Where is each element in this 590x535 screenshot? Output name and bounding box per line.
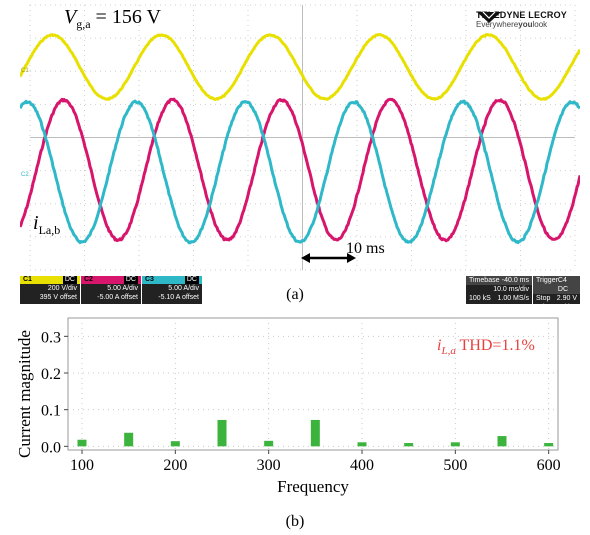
- trigger-row-2: Edge Positive: [533, 303, 580, 312]
- channel-c1-head: C1 DC: [20, 276, 80, 284]
- harmonic-bar: [450, 442, 460, 447]
- channel-c1-box[interactable]: C1 DC 200 V/div 395 V offset: [20, 276, 80, 304]
- caption-a: (a): [286, 286, 304, 303]
- logo-name: TELEDYNE LECROY: [476, 10, 568, 20]
- scope-plot: C1 C2: [20, 0, 580, 273]
- channel-c3-coupling: DC: [184, 276, 199, 284]
- y-tick-label: 0.0: [41, 439, 61, 456]
- time-scale-arrow-left-icon: [301, 253, 310, 263]
- timebase-head-value: -40.0 ms: [501, 277, 529, 284]
- channel-c1-scale: 200 V/div: [47, 285, 77, 292]
- thd-annotation-main: i: [437, 337, 441, 354]
- harmonic-bar: [310, 419, 320, 447]
- spectrum-panel: 100 200 300 400 500 600 0.0 0.1 0.2 0.3 Frequency C…: [0, 310, 590, 510]
- channel-c3-offset: -5.10 A offset: [158, 294, 199, 301]
- trigger-type: Edge: [536, 304, 553, 311]
- current-label-sub: La,b: [38, 223, 61, 237]
- logo-mark-icon: [477, 11, 501, 23]
- trigger-coupling: DC: [557, 286, 569, 293]
- thd-annotation-sub: L,a: [440, 345, 456, 357]
- x-tick-label: 300: [257, 457, 281, 474]
- channel-c1-name: C1: [23, 276, 32, 283]
- channel-c2-box[interactable]: C2 DC 5.00 A/div -5.00 A offset: [81, 276, 141, 304]
- channel-c3-head: C3 DC: [142, 276, 202, 284]
- c1-level-marker: C1: [21, 68, 29, 74]
- time-scale-arrow-right-icon: [347, 253, 356, 263]
- timebase-box[interactable]: Timebase -40.0 ms 10.0 ms/div 100 kS 1.00 …: [466, 276, 532, 304]
- thd-annotation-value: THD=1.1%: [456, 337, 535, 354]
- channel-c2-coupling: DC: [123, 276, 138, 284]
- teledyne-lecroy-logo: TELEDYNE LECROY Everywhereyoulook: [476, 10, 567, 29]
- trigger-mode: Stop: [536, 295, 551, 302]
- trigger-box[interactable]: Trigger C4 DC Stop 2.90 V Edge Positive: [533, 276, 580, 311]
- harmonic-bar: [170, 441, 180, 447]
- channel-readout-bar: C1 DC 200 V/div 395 V offset C2 DC 5.00 A/…: [20, 276, 580, 311]
- trigger-head-label: Trigger: [536, 277, 558, 284]
- voltage-label-sub: g,a: [76, 17, 91, 31]
- trigger-level: 2.90 V: [556, 295, 577, 302]
- harmonic-bar: [124, 432, 134, 447]
- harmonic-bar: [544, 443, 554, 447]
- logo-tagline-a: Everywhere: [476, 20, 519, 29]
- timebase-head-label: Timebase: [469, 277, 500, 284]
- time-scale-label: 10 ms: [346, 240, 385, 257]
- x-tick-label: 200: [163, 457, 187, 474]
- c2-level-marker: C2: [21, 172, 29, 178]
- x-tick-label: 600: [537, 457, 561, 474]
- channel-c3-scale: 5.00 A/div: [168, 285, 199, 292]
- voltage-label-value: = 156 V: [90, 6, 161, 28]
- thd-annotation: iL,a THD=1.1%: [437, 337, 535, 357]
- channel-c1-offset: 395 V offset: [39, 294, 77, 301]
- y-axis-label: Current magnitude: [15, 330, 34, 458]
- harmonic-bar: [404, 443, 414, 447]
- voltage-trace-c1: [20, 33, 580, 101]
- channel-c2-name: C2: [84, 276, 93, 283]
- spectrum-chart: 100 200 300 400 500 600 0.0 0.1 0.2 0.3 Frequency C…: [15, 317, 561, 496]
- timebase-row-2: 100 kS 1.00 MS/s: [466, 294, 532, 303]
- y-tick-label: 0.2: [41, 366, 61, 383]
- trigger-head: Trigger C4 DC: [533, 276, 580, 294]
- harmonic-bar: [357, 442, 367, 447]
- timebase-rate: 1.00 MS/s: [497, 295, 529, 302]
- x-axis-label: Frequency: [277, 477, 349, 496]
- x-tick-label: 400: [350, 457, 374, 474]
- x-tick-label: 100: [70, 457, 94, 474]
- y-tick-label: 0.1: [41, 403, 61, 420]
- x-tick-label: 500: [443, 457, 467, 474]
- caption-b: (b): [285, 513, 305, 530]
- y-tick-label: 0.3: [41, 329, 61, 346]
- channel-c1-coupling: DC: [62, 276, 77, 284]
- oscilloscope-panel: C1 C2 Vg,a = 156 V iLa,b 10 ms TELEDYNE L…: [20, 0, 580, 273]
- current-trace-c2: [20, 97, 580, 243]
- current-label-main: i: [33, 212, 39, 234]
- channel-c2-scale: 5.00 A/div: [107, 285, 138, 292]
- timebase-per-div: 10.0 ms/div: [493, 286, 529, 293]
- timebase-row-1: 10.0 ms/div: [466, 285, 532, 294]
- logo-tagline-b: you: [518, 20, 533, 29]
- channel-c3-box[interactable]: C3 DC 5.00 A/div -5.10 A offset: [142, 276, 202, 304]
- current-label: iLa,b: [33, 212, 60, 238]
- harmonic-bar: [217, 419, 227, 447]
- harmonic-bar: [77, 439, 87, 447]
- harmonic-bar: [264, 440, 274, 447]
- harmonic-bar: [497, 436, 507, 447]
- timebase-head: Timebase -40.0 ms: [466, 276, 532, 285]
- trigger-row-1: Stop 2.90 V: [533, 294, 580, 303]
- scope-grid: [29, 4, 576, 271]
- voltage-label-main: V: [64, 6, 77, 28]
- voltage-label: Vg,a = 156 V: [64, 6, 161, 32]
- trigger-slope: Positive: [552, 304, 577, 311]
- logo-tagline-c: look: [532, 20, 548, 29]
- trigger-channel: C4: [557, 277, 567, 284]
- channel-c2-head: C2 DC: [81, 276, 141, 284]
- channel-c2-offset: -5.00 A offset: [97, 294, 138, 301]
- channel-c3-name: C3: [145, 276, 154, 283]
- current-trace-c3: [20, 99, 580, 245]
- timebase-samples: 100 kS: [469, 295, 491, 302]
- logo-tagline: Everywhereyoulook: [476, 20, 567, 29]
